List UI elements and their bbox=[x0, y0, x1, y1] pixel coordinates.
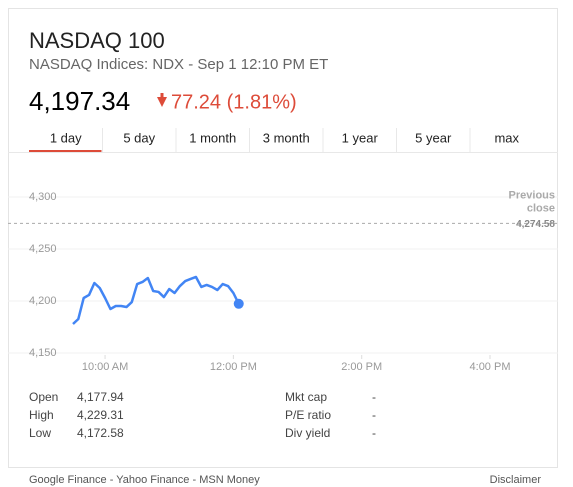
active-tab-underline bbox=[29, 150, 102, 152]
sources[interactable]: Google Finance - Yahoo Finance - MSN Mon… bbox=[29, 474, 260, 486]
last-price-dot bbox=[233, 298, 244, 309]
previous-close-value: 4,274.58 bbox=[516, 219, 555, 230]
tab[interactable]: 3 month bbox=[263, 130, 310, 145]
tab[interactable]: 5 year bbox=[415, 130, 452, 145]
y-tick-label: 4,300 bbox=[29, 191, 57, 203]
tab[interactable]: max bbox=[494, 130, 519, 145]
x-tick-label: 12:00 PM bbox=[210, 361, 257, 373]
x-tick-label: 4:00 PM bbox=[470, 361, 511, 373]
stat-label: Low bbox=[29, 426, 51, 440]
price: 4,197.34 bbox=[29, 86, 130, 116]
card bbox=[8, 8, 558, 468]
y-tick-label: 4,250 bbox=[29, 243, 57, 255]
tab[interactable]: 5 day bbox=[123, 130, 155, 145]
price-line bbox=[72, 275, 240, 325]
stat-value: 4,177.94 bbox=[77, 390, 124, 404]
stat-label: Div yield bbox=[285, 426, 330, 440]
stat-value: 4,229.31 bbox=[77, 408, 124, 422]
disclaimer[interactable]: Disclaimer bbox=[490, 474, 542, 486]
y-tick-label: 4,150 bbox=[29, 347, 57, 359]
stat-value: 4,172.58 bbox=[77, 426, 124, 440]
stat-label: Mkt cap bbox=[285, 390, 327, 404]
stat-label: P/E ratio bbox=[285, 408, 331, 422]
stat-value: - bbox=[372, 426, 376, 440]
x-tick-label: 10:00 AM bbox=[82, 361, 128, 373]
x-tick-label: 2:00 PM bbox=[341, 361, 382, 373]
stat-value: - bbox=[372, 408, 376, 422]
stat-value: - bbox=[372, 390, 376, 404]
title: NASDAQ 100 bbox=[29, 28, 165, 53]
price-change: 77.24 (1.81%) bbox=[171, 91, 297, 113]
subtitle: NASDAQ Indices: NDX - Sep 1 12:10 PM ET bbox=[29, 56, 328, 73]
y-tick-label: 4,200 bbox=[29, 295, 57, 307]
stat-label: Open bbox=[29, 390, 58, 404]
tab[interactable]: 1 month bbox=[189, 130, 236, 145]
tab[interactable]: 1 day bbox=[50, 130, 82, 145]
previous-close-label: Previous close bbox=[509, 189, 555, 214]
down-arrow bbox=[157, 93, 167, 107]
tab[interactable]: 1 year bbox=[342, 130, 379, 145]
stat-label: High bbox=[29, 408, 54, 422]
